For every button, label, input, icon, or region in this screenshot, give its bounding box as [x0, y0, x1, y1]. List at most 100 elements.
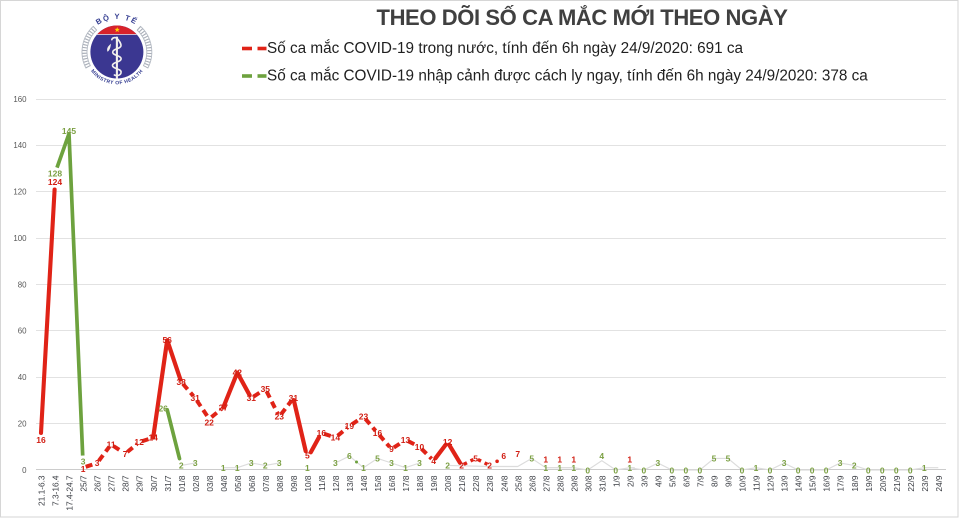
svg-text:23: 23 [359, 412, 369, 422]
svg-text:21.1-6.3: 21.1-6.3 [37, 475, 47, 506]
svg-text:0: 0 [824, 466, 829, 476]
svg-text:7: 7 [515, 449, 520, 459]
svg-text:29/8: 29/8 [569, 475, 579, 492]
svg-text:07/8: 07/8 [261, 475, 271, 492]
svg-text:19/9: 19/9 [864, 475, 874, 492]
svg-text:17/9: 17/9 [836, 475, 846, 492]
svg-text:24/8: 24/8 [499, 475, 509, 492]
svg-text:0: 0 [698, 466, 703, 476]
svg-text:27/7: 27/7 [107, 475, 117, 492]
svg-text:1: 1 [922, 463, 927, 473]
svg-text:05/8: 05/8 [233, 475, 243, 492]
svg-text:11/8: 11/8 [317, 475, 327, 491]
svg-text:0: 0 [585, 466, 590, 476]
svg-text:16/9: 16/9 [822, 475, 832, 492]
svg-text:3/9: 3/9 [640, 475, 650, 487]
svg-text:16: 16 [317, 428, 327, 438]
svg-text:09/8: 09/8 [289, 475, 299, 492]
svg-text:31/7: 31/7 [163, 475, 173, 492]
svg-text:38: 38 [176, 377, 186, 387]
svg-text:04/8: 04/8 [219, 475, 229, 492]
svg-text:1: 1 [221, 463, 226, 473]
svg-text:140: 140 [13, 141, 27, 150]
svg-text:3: 3 [656, 458, 661, 468]
svg-text:6: 6 [501, 451, 506, 461]
svg-text:31: 31 [190, 393, 200, 403]
svg-text:23: 23 [275, 412, 285, 422]
svg-text:7.3-16.4: 7.3-16.4 [51, 475, 61, 506]
svg-text:5: 5 [375, 454, 380, 464]
svg-text:1: 1 [81, 464, 86, 474]
svg-text:Số ca mắc COVID-19 nhập cảnh đ: Số ca mắc COVID-19 nhập cảnh được cách l… [267, 68, 868, 85]
svg-text:1: 1 [557, 463, 562, 473]
svg-text:17/8: 17/8 [401, 475, 411, 492]
svg-text:1: 1 [557, 455, 562, 465]
svg-text:10/8: 10/8 [303, 475, 313, 492]
svg-text:20/8: 20/8 [443, 475, 453, 492]
svg-text:3: 3 [333, 458, 338, 468]
svg-text:14/8: 14/8 [359, 475, 369, 492]
svg-text:2: 2 [263, 460, 268, 470]
svg-text:145: 145 [62, 126, 76, 136]
svg-text:2: 2 [445, 460, 450, 470]
svg-text:14/9: 14/9 [794, 475, 804, 492]
svg-text:0: 0 [810, 466, 815, 476]
svg-text:20/9: 20/9 [878, 475, 888, 492]
svg-text:9: 9 [389, 444, 394, 454]
svg-text:4/9: 4/9 [654, 475, 664, 487]
svg-text:26: 26 [158, 404, 168, 414]
svg-text:24/9: 24/9 [934, 475, 944, 492]
svg-text:1: 1 [361, 463, 366, 473]
svg-text:11: 11 [107, 440, 116, 450]
svg-text:3: 3 [782, 458, 787, 468]
svg-text:25/8: 25/8 [513, 475, 523, 492]
svg-text:0: 0 [908, 466, 913, 476]
svg-text:21/9: 21/9 [892, 475, 902, 492]
svg-text:0: 0 [670, 466, 675, 476]
svg-text:6: 6 [347, 451, 352, 461]
svg-text:31: 31 [247, 393, 257, 403]
svg-text:0: 0 [22, 466, 27, 475]
svg-text:31: 31 [289, 393, 299, 403]
svg-text:2: 2 [179, 460, 184, 470]
svg-text:160: 160 [13, 95, 27, 104]
svg-text:15/9: 15/9 [808, 475, 818, 492]
svg-text:3: 3 [277, 458, 282, 468]
svg-text:100: 100 [13, 234, 27, 243]
svg-text:25/7: 25/7 [79, 475, 89, 492]
svg-text:THEO DÕI SỐ CA MẮC MỚI THEO NG: THEO DÕI SỐ CA MẮC MỚI THEO NGÀY [377, 4, 789, 30]
svg-text:29/7: 29/7 [135, 475, 145, 492]
svg-text:5: 5 [529, 454, 534, 464]
svg-text:0: 0 [642, 466, 647, 476]
svg-text:1: 1 [627, 455, 632, 465]
svg-text:08/8: 08/8 [275, 475, 285, 492]
svg-text:1: 1 [754, 463, 759, 473]
svg-text:10: 10 [415, 442, 425, 452]
svg-text:21/8: 21/8 [457, 475, 467, 492]
svg-text:19/8: 19/8 [429, 475, 439, 492]
svg-text:35: 35 [261, 384, 271, 394]
svg-text:Số ca mắc COVID-19 trong nước,: Số ca mắc COVID-19 trong nước, tính đến … [267, 40, 744, 57]
svg-text:1: 1 [627, 463, 632, 473]
svg-text:0: 0 [684, 466, 689, 476]
svg-text:42: 42 [233, 368, 243, 378]
svg-text:22: 22 [204, 418, 214, 428]
svg-text:23/9: 23/9 [920, 475, 930, 492]
svg-text:124: 124 [48, 177, 62, 187]
svg-text:7: 7 [123, 449, 128, 459]
svg-text:0: 0 [880, 466, 885, 476]
svg-text:0: 0 [894, 466, 899, 476]
svg-text:7/9: 7/9 [696, 475, 706, 487]
svg-text:3: 3 [417, 458, 422, 468]
svg-text:0: 0 [866, 466, 871, 476]
svg-text:28/8: 28/8 [555, 475, 565, 492]
svg-text:18/8: 18/8 [415, 475, 425, 492]
svg-text:5: 5 [305, 450, 310, 460]
svg-text:13/9: 13/9 [780, 475, 790, 492]
svg-text:56: 56 [162, 335, 172, 345]
svg-text:5: 5 [712, 454, 717, 464]
svg-text:30/8: 30/8 [583, 475, 593, 492]
svg-text:16/8: 16/8 [387, 475, 397, 492]
svg-text:13/8: 13/8 [345, 475, 355, 492]
svg-text:03/8: 03/8 [205, 475, 215, 492]
